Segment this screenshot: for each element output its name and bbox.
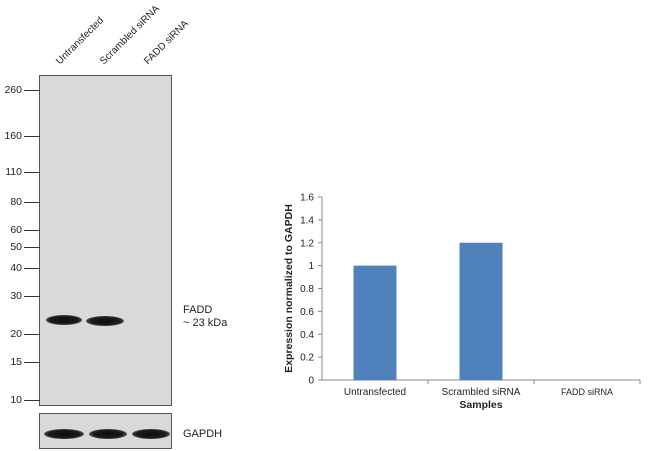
- target-protein-size: ~ 23 kDa: [183, 317, 228, 329]
- y-tick-label: 0: [308, 376, 314, 387]
- expression-bar-chart: 0 0.2 0.4 0.6 0.8 1 1.2 1.4 1.6 Untransfected Scra…: [283, 193, 641, 411]
- mw-marker-label: 15: [10, 355, 22, 368]
- y-tick-label: 1.4: [300, 215, 314, 226]
- mw-marker-label: 80: [10, 196, 22, 209]
- y-tick-label: 0.8: [300, 284, 314, 295]
- gapdh-band-lane-2: [89, 429, 127, 439]
- fadd-band-lane-1: [46, 315, 82, 325]
- category-label: Scrambled siRNA: [442, 387, 521, 398]
- mw-marker-tick: [24, 334, 40, 336]
- y-tick-label: 1.6: [300, 193, 314, 204]
- blot-membrane-fadd: [39, 75, 172, 406]
- y-tick-label: 0.4: [300, 330, 314, 341]
- y-tick-label: 1.2: [300, 238, 314, 249]
- mw-marker-tick: [24, 136, 40, 138]
- mw-marker-label: 60: [10, 223, 22, 236]
- target-protein-name: FADD: [183, 304, 213, 316]
- y-tick-label: 0.2: [300, 353, 314, 364]
- category-label: FADD siRNA: [561, 387, 613, 397]
- mw-marker-tick: [24, 268, 40, 270]
- mw-marker-tick: [24, 171, 40, 173]
- mw-marker-tick: [24, 229, 40, 231]
- category-label: Untransfected: [344, 387, 406, 398]
- western-blot-panel: Untransfected Scrambled siRNA FADD siRNA…: [0, 0, 270, 451]
- mw-marker-label: 110: [5, 165, 22, 178]
- mw-marker-tick: [24, 400, 40, 402]
- mw-marker-label: 40: [10, 262, 22, 275]
- mw-marker-label: 30: [10, 289, 22, 302]
- mw-marker-label: 20: [10, 328, 22, 341]
- fadd-band-lane-2: [86, 316, 124, 326]
- mw-marker-label: 10: [10, 394, 22, 407]
- mw-marker-tick: [24, 246, 40, 248]
- gapdh-band-lane-1: [44, 429, 84, 439]
- mw-marker-label: 50: [10, 240, 22, 253]
- bar: [353, 265, 397, 380]
- x-axis-title: Samples: [459, 399, 502, 411]
- loading-control-label: GAPDH: [183, 428, 223, 440]
- y-tick-label: 1: [308, 261, 314, 272]
- mw-marker-label: 160: [4, 130, 22, 143]
- mw-marker-label: 260: [4, 84, 22, 96]
- blot-membrane-gapdh: [39, 413, 172, 449]
- y-tick-label: 0.6: [300, 307, 314, 318]
- gapdh-band-lane-3: [132, 429, 170, 439]
- mw-marker-tick: [24, 202, 40, 204]
- mw-marker-tick: [24, 295, 40, 297]
- target-protein-label: FADD ~ 23 kDa: [183, 304, 227, 330]
- bar: [459, 242, 503, 380]
- mw-marker-tick: [24, 90, 40, 91]
- mw-marker-tick: [24, 361, 40, 363]
- lane-label-fadd-sirna: FADD siRNA: [142, 18, 191, 67]
- y-axis-title: Expression normalized to GAPDH: [283, 204, 295, 373]
